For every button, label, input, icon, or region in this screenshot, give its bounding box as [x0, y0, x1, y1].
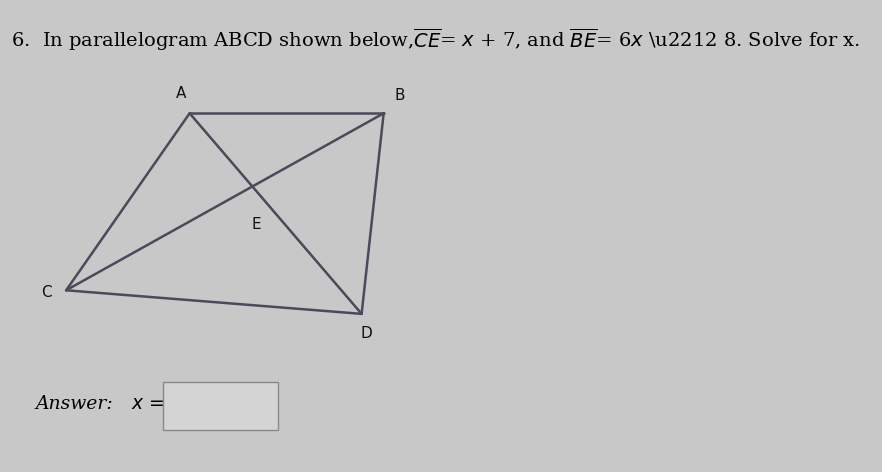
FancyBboxPatch shape — [163, 382, 278, 430]
Text: C: C — [41, 285, 52, 300]
Text: E: E — [251, 217, 261, 232]
Text: 6.  In parallelogram ABCD shown below,$\overline{CE}$= $x$ + 7, and $\overline{B: 6. In parallelogram ABCD shown below,$\o… — [11, 26, 860, 53]
Text: A: A — [176, 86, 186, 101]
Text: $x$ =: $x$ = — [131, 394, 164, 413]
Text: D: D — [360, 326, 372, 341]
Text: B: B — [394, 88, 405, 103]
Text: Answer:: Answer: — [35, 395, 113, 413]
